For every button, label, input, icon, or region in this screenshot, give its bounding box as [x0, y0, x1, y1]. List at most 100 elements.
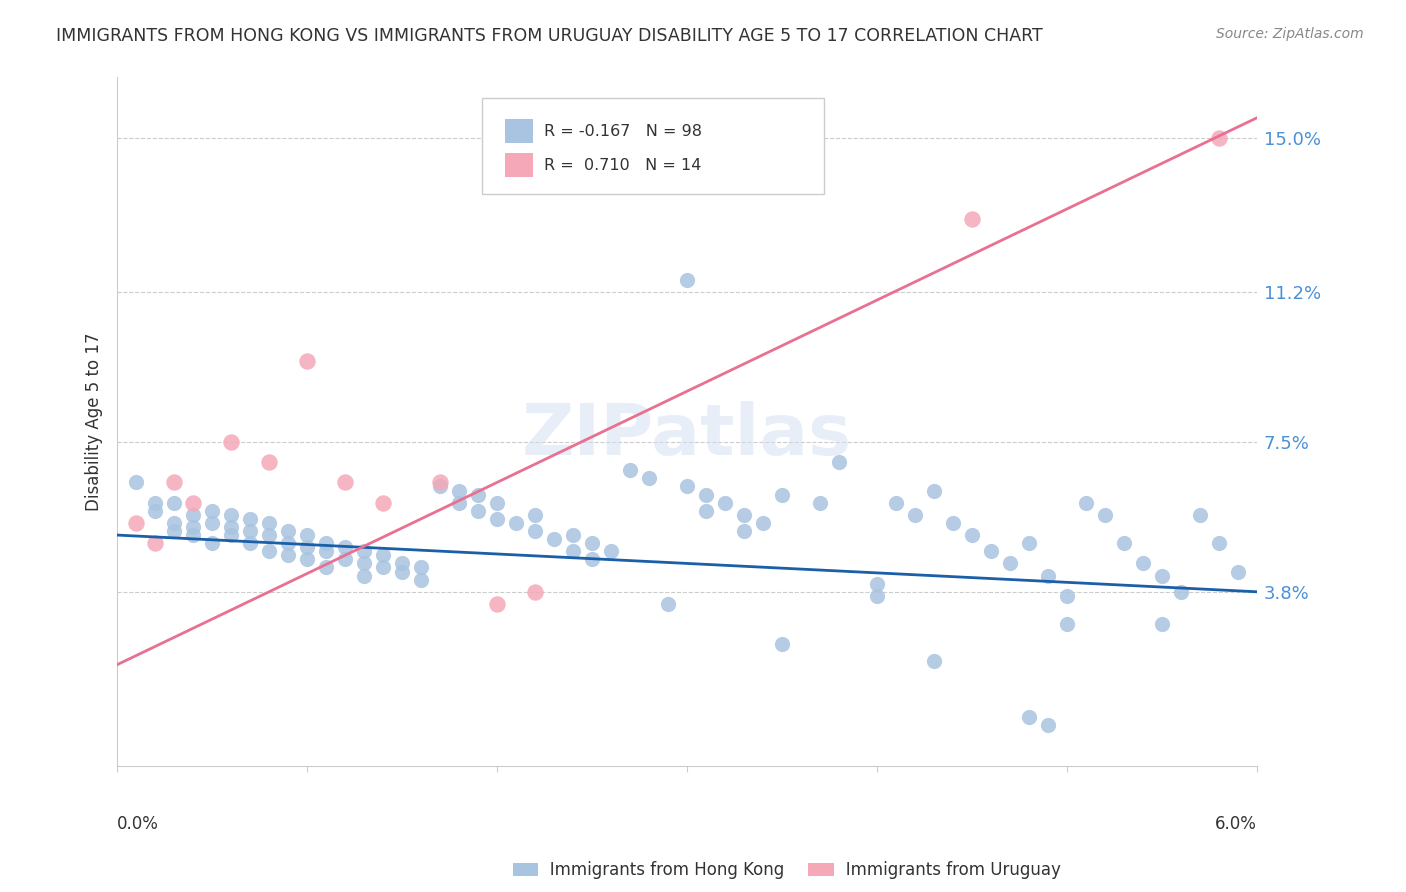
- Point: [239, 536, 262, 550]
- Point: [219, 520, 242, 534]
- Point: [485, 496, 508, 510]
- Point: [866, 589, 889, 603]
- Point: [1094, 508, 1116, 522]
- Point: [257, 516, 280, 530]
- Y-axis label: Disability Age 5 to 17: Disability Age 5 to 17: [86, 333, 103, 511]
- Point: [391, 557, 413, 571]
- Point: [429, 479, 451, 493]
- Point: [922, 654, 945, 668]
- Point: [371, 560, 394, 574]
- Point: [1018, 536, 1040, 550]
- Point: [143, 536, 166, 550]
- Point: [1208, 131, 1230, 145]
- Point: [1188, 508, 1211, 522]
- Point: [409, 573, 432, 587]
- Point: [638, 471, 661, 485]
- Point: [676, 273, 699, 287]
- Point: [163, 475, 186, 490]
- Point: [904, 508, 927, 522]
- Point: [371, 549, 394, 563]
- Point: [884, 496, 907, 510]
- Point: [467, 487, 489, 501]
- Point: [942, 516, 965, 530]
- Point: [752, 516, 775, 530]
- Point: [429, 475, 451, 490]
- FancyBboxPatch shape: [505, 119, 533, 143]
- Point: [1150, 617, 1173, 632]
- Point: [143, 496, 166, 510]
- Text: R =  0.710   N = 14: R = 0.710 N = 14: [544, 158, 702, 173]
- Point: [524, 584, 547, 599]
- Point: [295, 540, 318, 554]
- Point: [657, 597, 679, 611]
- Point: [201, 516, 224, 530]
- Point: [1150, 568, 1173, 582]
- Point: [733, 508, 755, 522]
- Point: [505, 516, 527, 530]
- Point: [676, 479, 699, 493]
- Point: [125, 516, 148, 530]
- Point: [770, 487, 793, 501]
- Point: [201, 536, 224, 550]
- Point: [447, 483, 470, 498]
- Point: [257, 455, 280, 469]
- Point: [219, 508, 242, 522]
- Point: [714, 496, 737, 510]
- Point: [770, 637, 793, 651]
- Point: [600, 544, 623, 558]
- Point: [181, 528, 204, 542]
- Point: [1132, 557, 1154, 571]
- Point: [828, 455, 851, 469]
- Point: [277, 549, 299, 563]
- Text: Source: ZipAtlas.com: Source: ZipAtlas.com: [1216, 27, 1364, 41]
- Point: [409, 560, 432, 574]
- Point: [581, 536, 603, 550]
- Point: [391, 565, 413, 579]
- Point: [353, 568, 375, 582]
- Point: [353, 544, 375, 558]
- Text: ZIPatlas: ZIPatlas: [522, 401, 852, 470]
- Point: [143, 504, 166, 518]
- Point: [181, 508, 204, 522]
- Point: [277, 524, 299, 538]
- Point: [524, 508, 547, 522]
- Point: [980, 544, 1002, 558]
- Point: [239, 512, 262, 526]
- Text: 6.0%: 6.0%: [1215, 814, 1257, 832]
- FancyBboxPatch shape: [505, 153, 533, 178]
- Point: [1112, 536, 1135, 550]
- Point: [485, 512, 508, 526]
- Point: [181, 520, 204, 534]
- Point: [1056, 617, 1078, 632]
- Point: [562, 544, 585, 558]
- FancyBboxPatch shape: [482, 98, 824, 194]
- Point: [733, 524, 755, 538]
- Point: [1036, 718, 1059, 732]
- Point: [295, 528, 318, 542]
- Point: [485, 597, 508, 611]
- Point: [866, 576, 889, 591]
- Point: [295, 354, 318, 368]
- Point: [333, 540, 356, 554]
- Point: [219, 434, 242, 449]
- Point: [333, 475, 356, 490]
- Point: [1208, 536, 1230, 550]
- Point: [1226, 565, 1249, 579]
- Point: [257, 544, 280, 558]
- Point: [257, 528, 280, 542]
- Point: [315, 536, 337, 550]
- Point: [695, 487, 717, 501]
- Point: [543, 532, 565, 546]
- Point: [201, 504, 224, 518]
- Point: [1056, 589, 1078, 603]
- Point: [1074, 496, 1097, 510]
- Point: [998, 557, 1021, 571]
- Point: [163, 516, 186, 530]
- Text: IMMIGRANTS FROM HONG KONG VS IMMIGRANTS FROM URUGUAY DISABILITY AGE 5 TO 17 CORR: IMMIGRANTS FROM HONG KONG VS IMMIGRANTS …: [56, 27, 1043, 45]
- Point: [695, 504, 717, 518]
- Point: [581, 552, 603, 566]
- Point: [960, 212, 983, 227]
- Point: [1170, 584, 1192, 599]
- Text: 0.0%: 0.0%: [117, 814, 159, 832]
- Point: [524, 524, 547, 538]
